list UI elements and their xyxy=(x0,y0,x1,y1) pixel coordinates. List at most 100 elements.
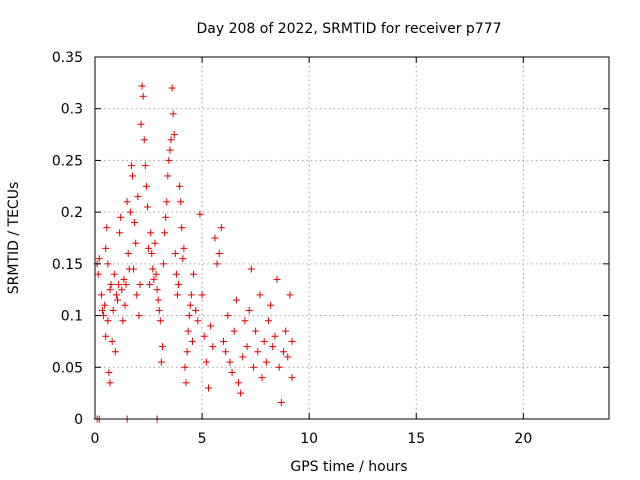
data-point xyxy=(232,296,240,304)
data-point xyxy=(133,291,141,299)
data-point xyxy=(179,255,187,263)
data-point xyxy=(247,265,255,273)
data-point xyxy=(184,327,192,335)
data-point xyxy=(113,296,121,304)
data-point xyxy=(237,389,245,397)
data-point xyxy=(161,229,169,237)
data-point xyxy=(170,131,178,139)
data-point xyxy=(262,358,270,366)
data-point xyxy=(142,182,150,190)
data-point xyxy=(105,368,113,376)
data-point xyxy=(107,281,115,289)
data-point xyxy=(234,379,242,387)
data-point xyxy=(136,281,144,289)
x-tick-label: 20 xyxy=(514,431,532,447)
data-point xyxy=(196,210,204,218)
data-point xyxy=(153,286,161,294)
data-point xyxy=(102,244,110,252)
data-point xyxy=(164,172,172,180)
data-point xyxy=(131,218,139,226)
data-point xyxy=(155,306,163,314)
data-point xyxy=(132,239,140,247)
data-point xyxy=(273,275,281,283)
data-point xyxy=(102,332,110,340)
chart-title: Day 208 of 2022, SRMTID for receiver p77… xyxy=(196,21,501,37)
data-point xyxy=(116,229,124,237)
data-point xyxy=(258,374,266,382)
data-point xyxy=(121,301,129,309)
data-point xyxy=(187,291,195,299)
data-point xyxy=(202,358,210,366)
data-point xyxy=(173,291,181,299)
data-point xyxy=(275,363,283,371)
data-point xyxy=(141,162,149,170)
data-point xyxy=(181,363,189,371)
data-point xyxy=(135,312,143,320)
data-point xyxy=(122,281,130,289)
data-point xyxy=(150,275,158,283)
data-point xyxy=(264,317,272,325)
y-tick-label: 0.15 xyxy=(52,257,83,273)
data-point xyxy=(277,398,285,406)
data-point xyxy=(243,343,251,351)
data-point xyxy=(101,301,109,309)
data-points xyxy=(93,82,296,423)
data-point xyxy=(100,312,108,320)
data-point xyxy=(151,239,159,247)
data-point xyxy=(97,291,105,299)
data-point xyxy=(209,343,217,351)
data-point xyxy=(224,312,232,320)
y-tick-label: 0.2 xyxy=(61,205,83,221)
data-point xyxy=(138,82,146,90)
data-point xyxy=(282,327,290,335)
data-point xyxy=(194,317,202,325)
data-point xyxy=(149,265,157,273)
data-point xyxy=(139,92,147,100)
data-point xyxy=(103,224,111,232)
y-axis-label: SRMTID / TECUs xyxy=(6,182,22,295)
x-tick-label: 10 xyxy=(300,431,318,447)
data-point xyxy=(157,358,165,366)
grid-lines xyxy=(95,57,609,419)
data-point xyxy=(106,379,114,387)
data-point xyxy=(110,270,118,278)
data-point xyxy=(124,250,132,258)
data-point xyxy=(169,110,177,118)
data-point xyxy=(279,348,287,356)
data-point xyxy=(260,337,268,345)
data-point xyxy=(188,337,196,345)
data-point xyxy=(252,327,260,335)
data-point xyxy=(192,306,200,314)
data-point xyxy=(178,224,186,232)
x-tick-labels: 0 5 10 15 20 xyxy=(91,431,533,447)
data-point xyxy=(175,281,183,289)
data-point xyxy=(106,286,114,294)
data-point xyxy=(217,224,225,232)
data-point xyxy=(182,379,190,387)
data-point xyxy=(207,322,215,330)
data-point xyxy=(160,260,168,268)
data-point xyxy=(288,374,296,382)
data-point xyxy=(226,358,234,366)
data-point xyxy=(186,301,194,309)
data-point xyxy=(205,384,213,392)
data-point xyxy=(200,332,208,340)
data-point xyxy=(254,348,262,356)
data-point xyxy=(123,198,131,206)
data-point xyxy=(112,291,120,299)
data-point xyxy=(120,275,128,283)
data-point xyxy=(288,337,296,345)
data-point xyxy=(168,84,176,92)
data-point xyxy=(117,213,125,221)
data-point xyxy=(104,317,112,325)
data-point xyxy=(108,337,116,345)
data-point xyxy=(128,172,136,180)
axis-ticks xyxy=(94,56,609,420)
data-point xyxy=(152,270,160,278)
data-point xyxy=(211,234,219,242)
data-point xyxy=(180,244,188,252)
data-point xyxy=(166,146,174,154)
data-point xyxy=(198,291,206,299)
data-point xyxy=(267,301,275,309)
